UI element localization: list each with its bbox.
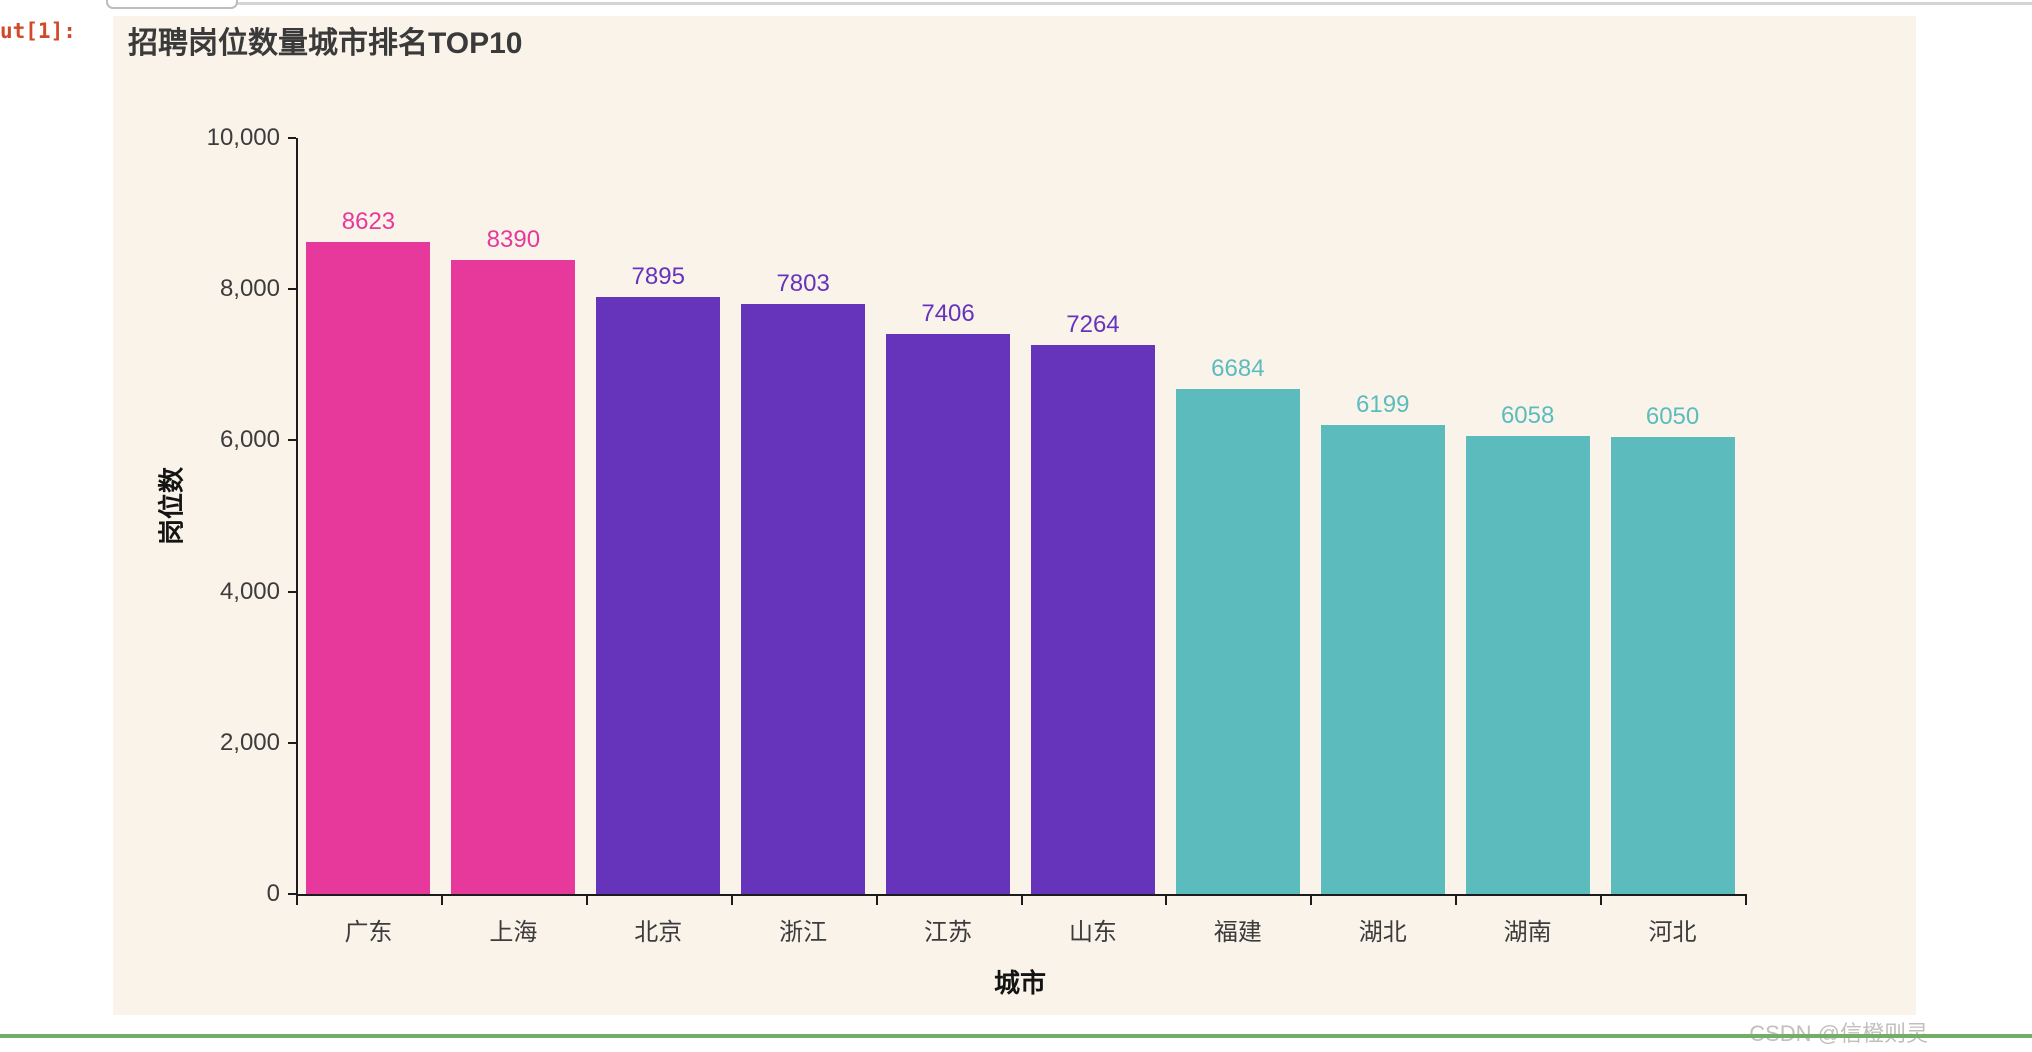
bar <box>1610 436 1735 894</box>
y-tick <box>288 893 296 895</box>
bar <box>1175 388 1300 894</box>
bar-value-label: 6050 <box>1645 402 1700 430</box>
bar-value-label: 7803 <box>776 270 830 298</box>
bar-value-label: 6684 <box>1211 354 1265 382</box>
bar <box>451 259 576 894</box>
bar-value-label: 7406 <box>921 300 975 328</box>
y-tick <box>288 137 296 139</box>
y-tick-label: 8,000 <box>219 275 280 303</box>
x-tick <box>875 896 878 905</box>
watermark-text: CSDN @信橙则灵 <box>1749 1016 1928 1048</box>
x-tick <box>1455 896 1458 905</box>
y-tick-label: 2,000 <box>219 728 280 756</box>
y-tick <box>288 439 296 442</box>
y-tick-label: 0 <box>266 880 280 907</box>
x-tick <box>296 896 298 905</box>
x-axis-title: 城市 <box>993 968 1047 998</box>
x-tick <box>1310 896 1313 905</box>
x-tick <box>1600 896 1603 905</box>
cell-tab-remnant <box>106 0 238 9</box>
x-tick-label: 上海 <box>489 919 538 946</box>
x-tick <box>1745 896 1747 905</box>
x-tick <box>1165 896 1168 905</box>
y-axis-line <box>296 138 298 903</box>
x-tick-label: 福建 <box>1213 919 1262 946</box>
y-tick-label: 4,000 <box>219 577 280 605</box>
bar <box>1465 436 1590 894</box>
bar-value-label: 7895 <box>631 263 685 291</box>
x-tick <box>1020 896 1023 905</box>
y-tick <box>288 288 296 291</box>
chart-title: 招聘岗位数量城市排名TOP10 <box>128 27 523 60</box>
y-tick <box>288 590 296 593</box>
bar <box>1030 344 1155 894</box>
x-tick <box>440 896 443 905</box>
green-divider-line <box>0 1034 2032 1038</box>
x-axis-line <box>296 894 1747 896</box>
x-tick-label: 湖南 <box>1503 919 1552 946</box>
y-tick-label: 10,000 <box>206 124 280 151</box>
x-tick-label: 山东 <box>1068 919 1117 946</box>
bar <box>596 297 721 894</box>
bar <box>741 304 866 894</box>
bar <box>886 334 1011 894</box>
x-tick <box>585 896 588 905</box>
cell-top-border <box>236 2 2032 5</box>
x-tick <box>730 896 733 905</box>
x-tick-label: 浙江 <box>779 919 828 946</box>
y-axis-title: 岗位数 <box>156 466 187 546</box>
x-tick-label: 江苏 <box>924 919 973 946</box>
bar-value-label: 8623 <box>341 208 396 236</box>
y-tick <box>288 741 296 744</box>
x-tick-label: 湖北 <box>1358 919 1407 946</box>
y-tick-label: 6,000 <box>219 426 280 454</box>
bar-value-label: 8390 <box>486 225 541 253</box>
x-tick-label: 广东 <box>344 919 393 946</box>
bar <box>1320 425 1445 894</box>
bar-value-label: 7264 <box>1066 310 1120 338</box>
bar-value-label: 6058 <box>1500 402 1555 429</box>
bar-value-label: 6199 <box>1356 391 1410 419</box>
x-tick-label: 河北 <box>1648 919 1697 946</box>
bar <box>306 242 431 894</box>
out-prompt-label: ut[1]: <box>0 19 76 43</box>
x-tick-label: 北京 <box>634 919 683 946</box>
